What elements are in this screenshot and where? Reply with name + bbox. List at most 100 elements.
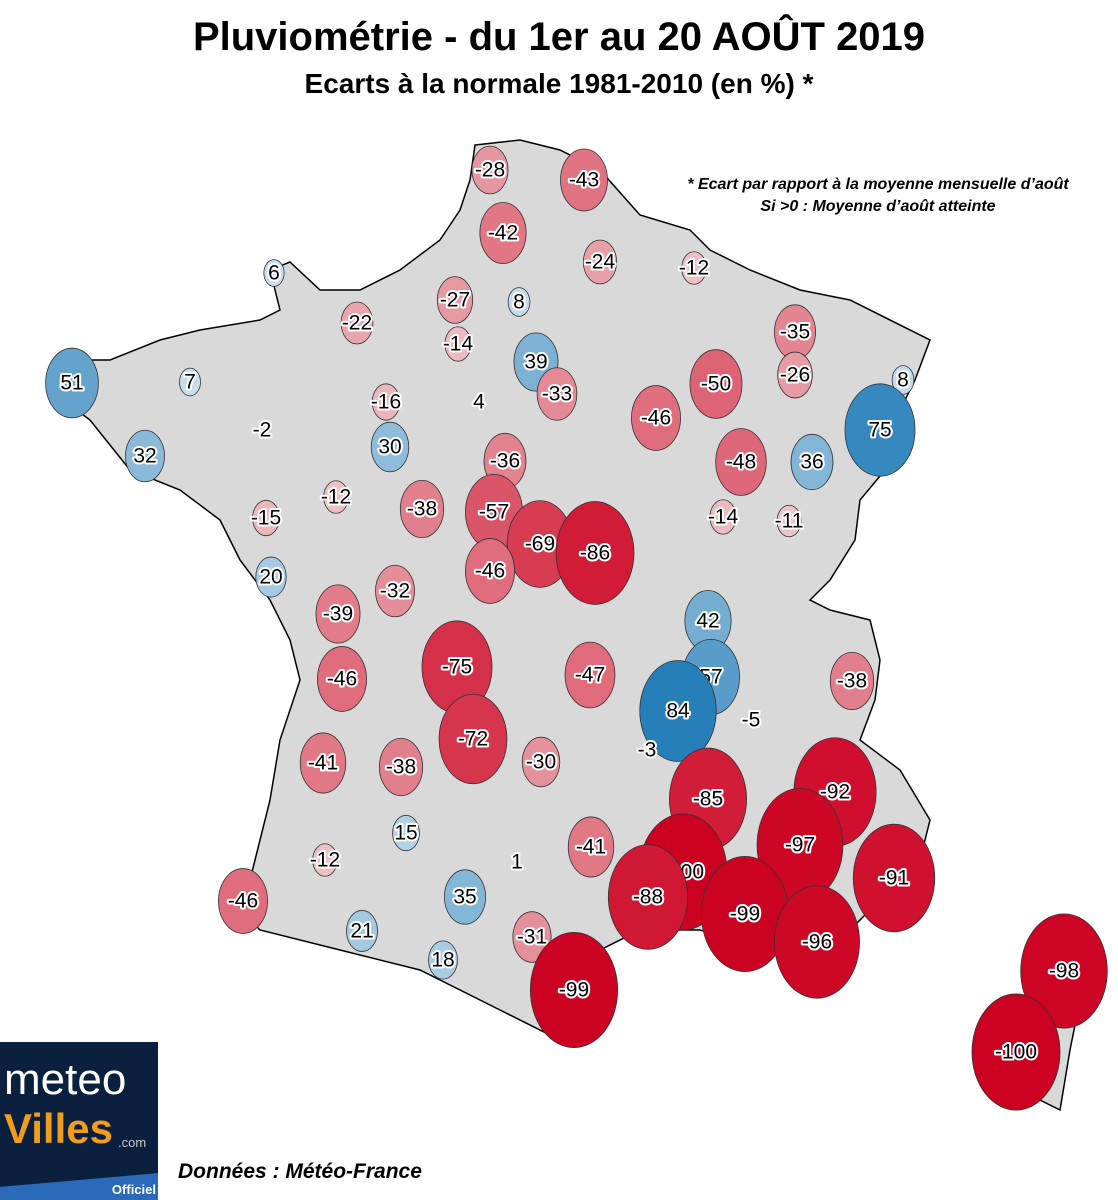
station-marker: -96 [774,885,860,999]
station-marker: -46 [317,646,367,712]
station-value: -99 [559,979,589,1002]
logo-villes: Villes [4,1105,113,1152]
station-value: 20 [259,566,282,589]
station-value: -31 [517,926,547,949]
station-marker: -35 [774,304,817,360]
station-value: -57 [479,501,509,524]
station-value: -26 [780,364,810,387]
station-value: -50 [701,373,731,396]
station-marker: -2 [251,417,274,444]
station-bubble [465,538,515,604]
station-value: -41 [576,836,606,859]
station-bubble [774,885,860,999]
station-bubble [370,421,410,473]
data-source: Données : Météo-France [178,1160,422,1183]
station-value: -30 [526,751,556,774]
station-bubble [45,347,99,419]
station-marker: 75 [844,383,916,477]
station-value: 21 [350,920,373,943]
station-marker: -24 [582,239,618,285]
station-value: 18 [431,949,454,972]
station-marker: -27 [436,276,474,324]
station-value: -14 [708,506,739,529]
station-value: -36 [490,450,520,473]
station-value: -5 [742,709,761,732]
station-marker: -98 [1020,913,1108,1029]
station-bubble [179,367,201,397]
station-value: -91 [879,867,909,890]
station-value: -100 [995,1041,1037,1064]
logo-meteo: meteo [4,1055,127,1104]
station-value: 8 [897,369,909,392]
station-bubble [971,993,1061,1111]
station-value: -69 [525,533,555,556]
station-bubble [529,931,619,1049]
station-marker: 8 [507,287,531,317]
station-value: -12 [321,486,351,509]
station-bubble [443,869,486,925]
station-value: -16 [371,391,401,414]
map-title: Pluviométrie - du 1er au 20 AOÛT 2019 [192,15,926,59]
station-bubble [560,148,608,212]
station-bubble [555,501,635,605]
station-value: 75 [868,419,891,442]
station-bubble [891,365,915,395]
station-bubble [507,287,531,317]
station-value: -99 [730,903,760,926]
station-marker: -75 [421,620,493,714]
station-value: 51 [60,372,83,395]
station-marker: -50 [689,349,743,419]
station-marker: -15 [249,499,283,537]
station-marker: -99 [529,931,619,1049]
station-marker: -97 [756,787,844,903]
station-bubble [607,844,689,950]
station-bubble [689,349,743,419]
station-marker: 18 [428,940,458,980]
station-value: -75 [442,656,472,679]
station-value: 7 [184,371,196,394]
station-value: -46 [327,668,357,691]
station-value: -86 [580,542,610,565]
station-value: -11 [775,510,804,533]
footnote: * Ecart par rapport à la moyenne mensuel… [648,174,1108,218]
station-bubble [582,239,618,285]
station-marker: 20 [255,556,287,598]
station-marker: -3 [636,737,659,764]
station-bubble [299,732,347,794]
station-value: -47 [575,664,605,687]
map-subtitle: Ecarts à la normale 1981-2010 (en %) * [304,68,814,99]
station-bubble [125,429,165,483]
station-marker: 51 [45,347,99,419]
footnote-line-1: * Ecart par rapport à la moyenne mensuel… [687,176,1069,193]
station-marker: 42 [684,590,732,652]
station-bubble [218,868,268,934]
station-marker: -46 [465,538,515,604]
station-bubble [323,480,349,514]
station-value: -43 [569,169,599,192]
station-bubble [844,383,916,477]
station-marker: 32 [125,429,165,483]
station-bubble [378,737,424,797]
station-value: -32 [380,580,410,603]
station-marker: 7 [179,367,201,397]
station-value: 15 [394,822,417,845]
station-value: -33 [542,383,572,406]
station-bubble [392,814,420,852]
station-marker: -48 [715,428,767,496]
station-marker: -12 [308,843,342,877]
station-marker: 84 [639,660,717,762]
station-marker: -31 [512,911,552,963]
station-value: 42 [696,610,719,633]
station-value: 30 [378,436,401,459]
station-marker: -42 [479,202,527,264]
station-bubble [681,251,707,285]
station-marker: -46 [631,385,681,451]
station-bubble [512,911,552,963]
station-bubble [479,202,527,264]
station-bubble [346,910,378,952]
station-marker: -11 [773,504,805,538]
station-value: -48 [726,451,756,474]
station-marker: -47 [564,641,616,709]
station-value: -15 [251,507,281,530]
station-bubble [639,660,717,762]
